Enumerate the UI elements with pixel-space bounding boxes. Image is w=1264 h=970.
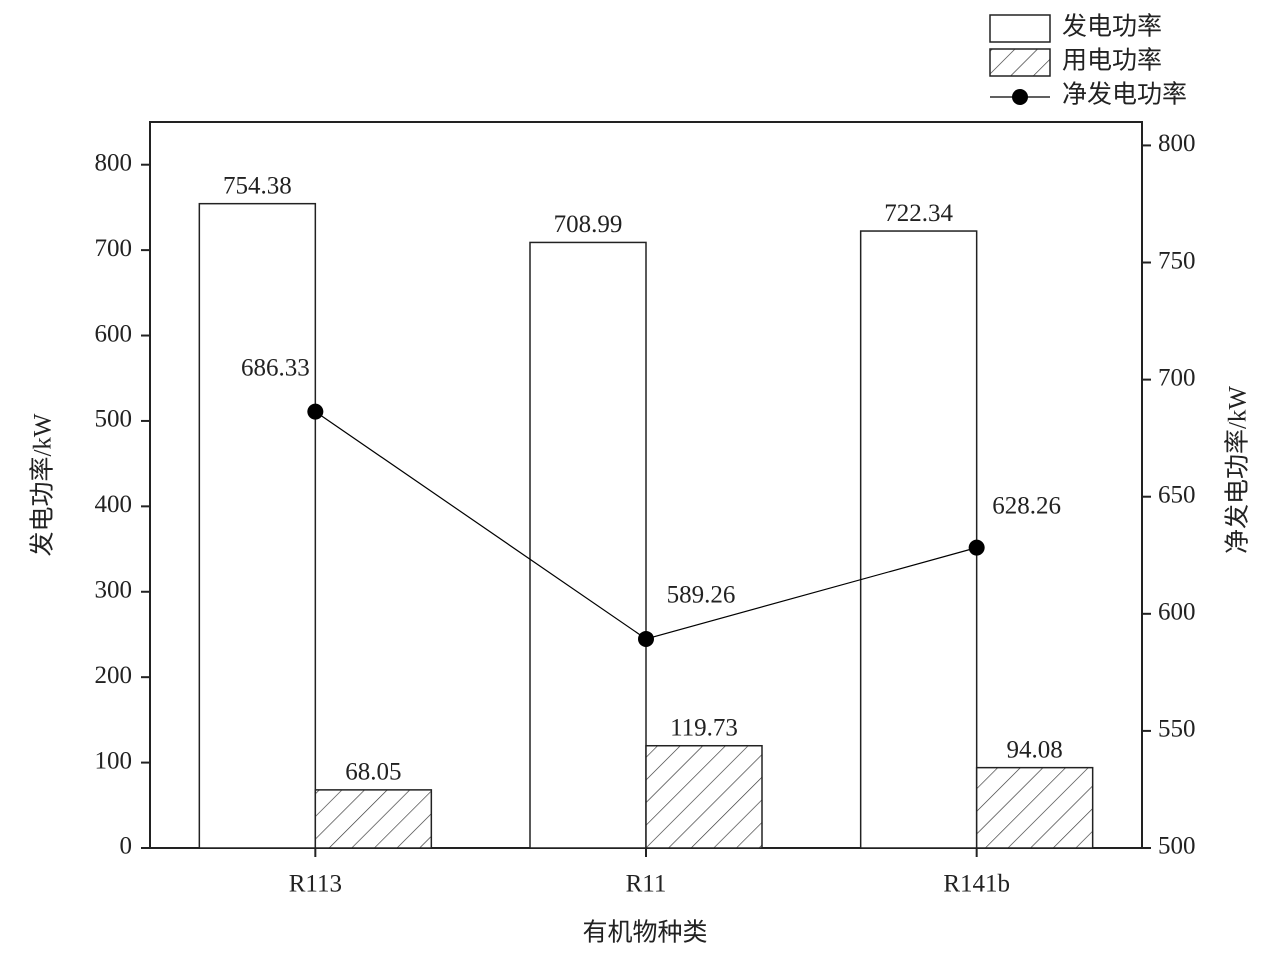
bar-value-label: 68.05 bbox=[345, 759, 401, 786]
y-tick-label: 500 bbox=[95, 406, 133, 433]
bar bbox=[529, 241, 647, 849]
line-value-label: 628.26 bbox=[992, 492, 1061, 519]
bar-value-label: 754.38 bbox=[223, 172, 292, 199]
bar-value-label: 708.99 bbox=[554, 211, 623, 238]
line-point bbox=[968, 539, 985, 556]
x-tick-label: R141b bbox=[943, 871, 1010, 898]
y2-tick-label: 650 bbox=[1158, 481, 1196, 508]
y2-tick-label: 500 bbox=[1158, 833, 1196, 860]
legend-swatch bbox=[1012, 89, 1028, 105]
bar bbox=[645, 744, 763, 849]
y-tick-label: 300 bbox=[95, 576, 133, 603]
y-axis-title: 发电功率/kW bbox=[29, 413, 57, 556]
y-tick-label: 200 bbox=[95, 662, 133, 689]
line-value-label: 589.26 bbox=[667, 582, 736, 609]
line-value-label: 686.33 bbox=[241, 354, 310, 381]
legend-swatch bbox=[989, 14, 1051, 43]
bar bbox=[975, 766, 1094, 849]
line-point bbox=[638, 630, 654, 647]
bar-value-label: 94.08 bbox=[1007, 736, 1063, 763]
bar-value-label: 722.34 bbox=[884, 200, 953, 227]
y2-tick-label: 700 bbox=[1158, 364, 1196, 391]
bar bbox=[859, 230, 978, 849]
legend-swatch bbox=[989, 48, 1051, 77]
x-tick-label: R113 bbox=[289, 871, 342, 898]
legend-label: 净发电功率 bbox=[1062, 81, 1187, 109]
x-tick-label: R11 bbox=[626, 871, 667, 898]
x-axis-title: 有机物种类 bbox=[582, 919, 707, 947]
legend-label: 用电功率 bbox=[1062, 47, 1162, 75]
y-tick-label: 100 bbox=[95, 747, 133, 774]
y2-tick-label: 550 bbox=[1158, 716, 1196, 743]
y-tick-label: 700 bbox=[95, 235, 133, 262]
y-tick-label: 400 bbox=[95, 491, 133, 518]
y2-tick-label: 600 bbox=[1158, 599, 1196, 626]
legend-label: 发电功率 bbox=[1062, 13, 1162, 41]
y2-tick-label: 750 bbox=[1158, 247, 1196, 274]
bar-value-label: 119.73 bbox=[670, 714, 738, 741]
y2-axis-title: 净发电功率/kW bbox=[1224, 386, 1252, 554]
y2-tick-label: 800 bbox=[1158, 130, 1196, 157]
bar bbox=[198, 202, 317, 849]
y-tick-label: 0 bbox=[120, 833, 133, 860]
line-point bbox=[307, 403, 324, 420]
y-tick-label: 600 bbox=[95, 320, 133, 347]
y-tick-label: 800 bbox=[95, 149, 133, 176]
bar bbox=[314, 789, 433, 849]
